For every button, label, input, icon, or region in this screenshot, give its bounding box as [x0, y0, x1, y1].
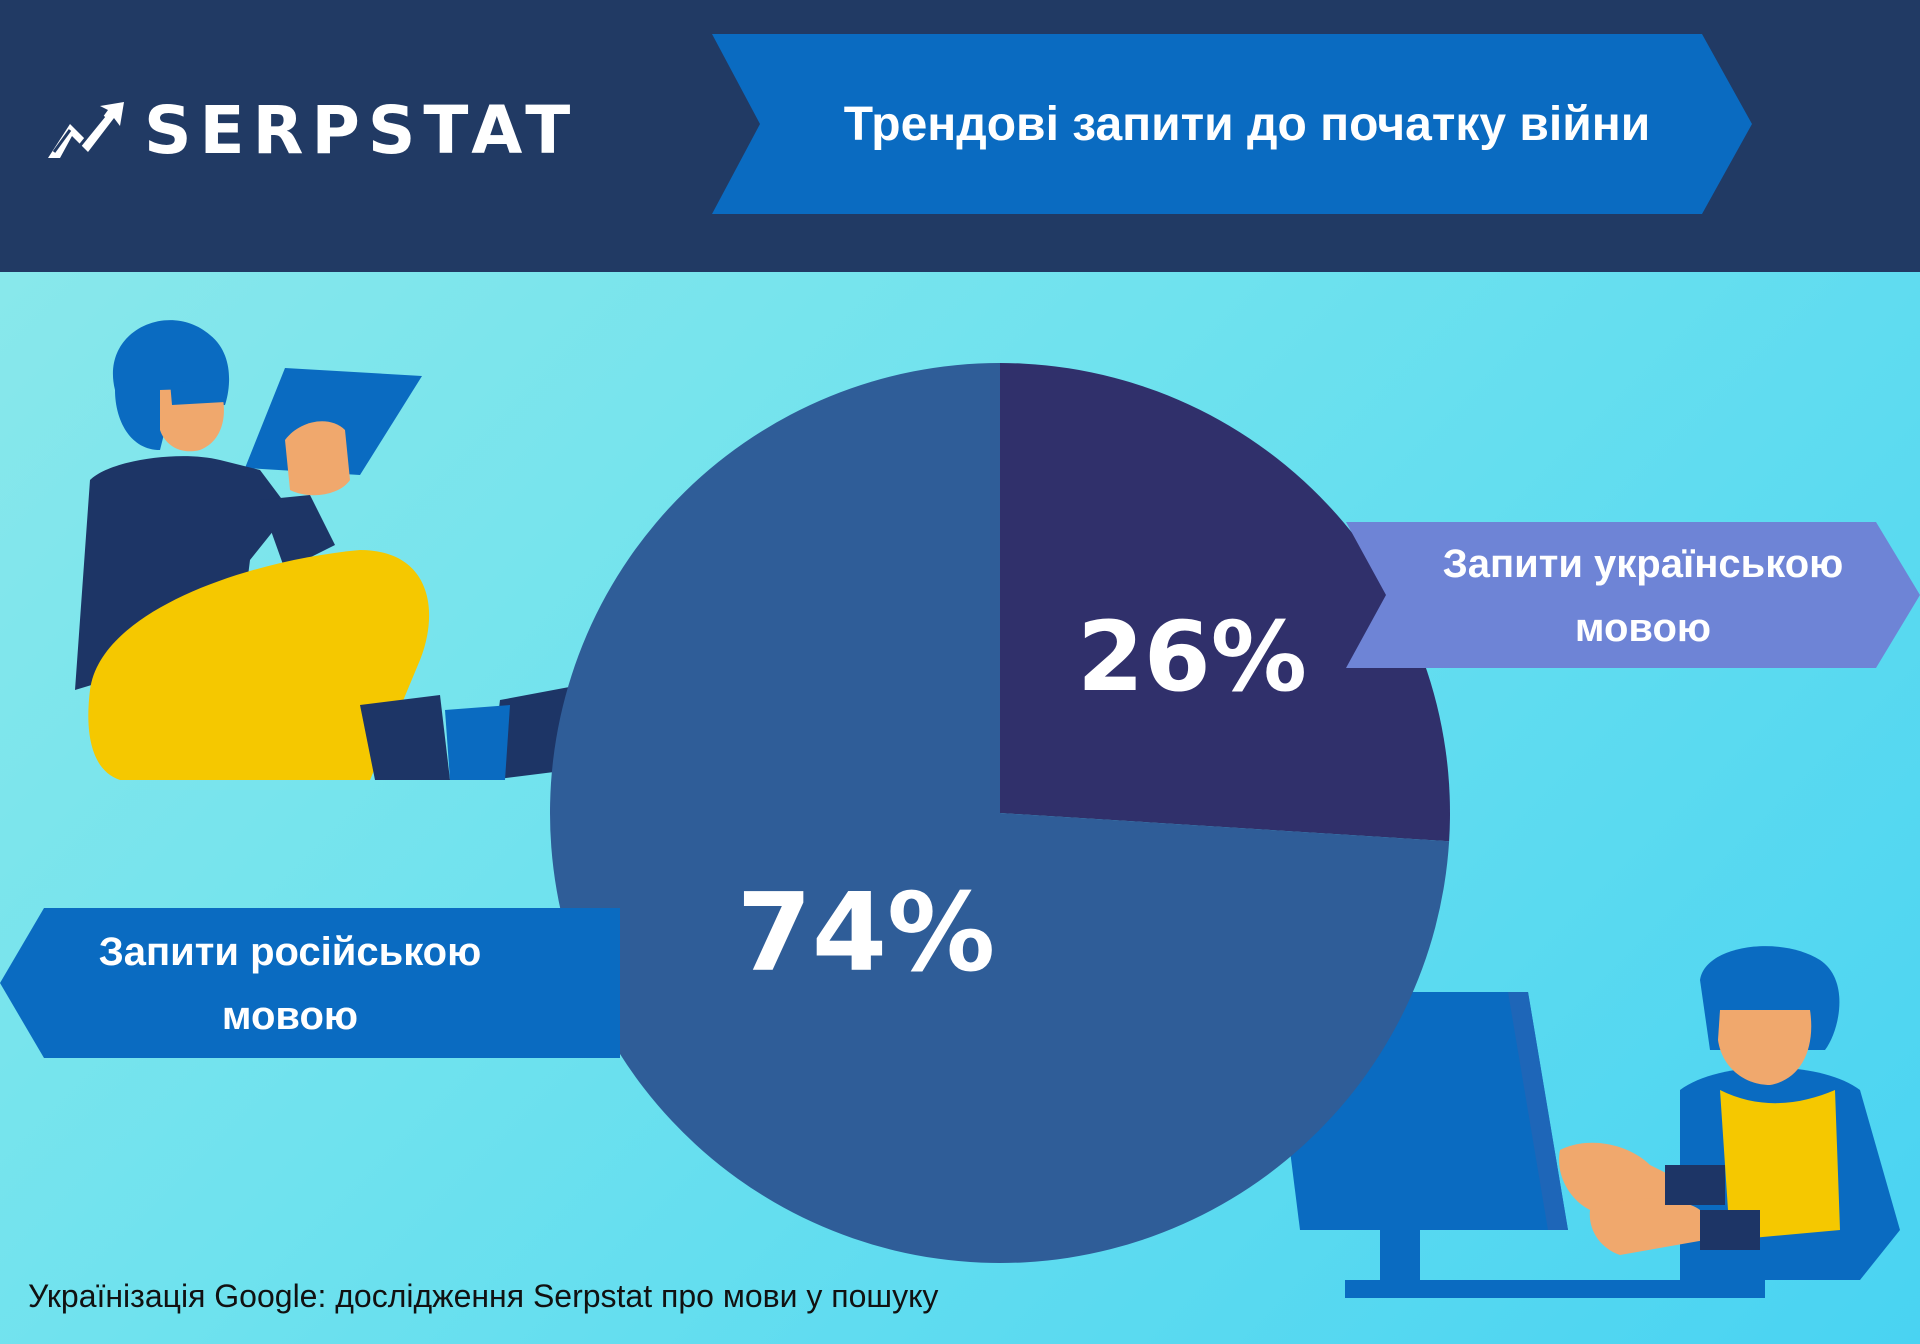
- label-ukrainian-line1: Запити українською: [1442, 542, 1844, 586]
- label-russian-banner: Запити російською мовою: [0, 908, 620, 1058]
- label-russian-line1: Запити російською: [98, 930, 482, 974]
- pie-slice-value-ukrainian: 26%: [1077, 601, 1307, 713]
- logo-chart-icon: [48, 102, 124, 158]
- pie-slice-russian: [550, 363, 1450, 1263]
- header-bar: SERPSTAT Трендові запити до початку війн…: [0, 0, 1920, 272]
- source-caption: Українізація Google: дослідження Serpsta…: [28, 1278, 939, 1314]
- logo-wordmark: SERPSTAT: [144, 92, 579, 169]
- page-title: Трендові запити до початку війни: [843, 97, 1651, 151]
- pie-slice-ukrainian: [1000, 363, 1450, 842]
- title-banner: Трендові запити до початку війни: [712, 34, 1752, 214]
- label-ukrainian-banner: Запити українською мовою: [1346, 522, 1920, 668]
- label-russian-line2: мовою: [221, 994, 359, 1038]
- label-ukrainian-text: Запити українською мовою: [1346, 532, 1920, 660]
- serpstat-logo: SERPSTAT: [48, 96, 570, 166]
- label-russian-text: Запити російською мовою: [40, 920, 540, 1048]
- person-at-computer-illustration: [1270, 946, 1900, 1298]
- label-ukrainian-line2: мовою: [1574, 606, 1712, 650]
- pie-slice-value-russian: 74%: [737, 871, 996, 996]
- person-with-tablet-illustration: [75, 320, 580, 780]
